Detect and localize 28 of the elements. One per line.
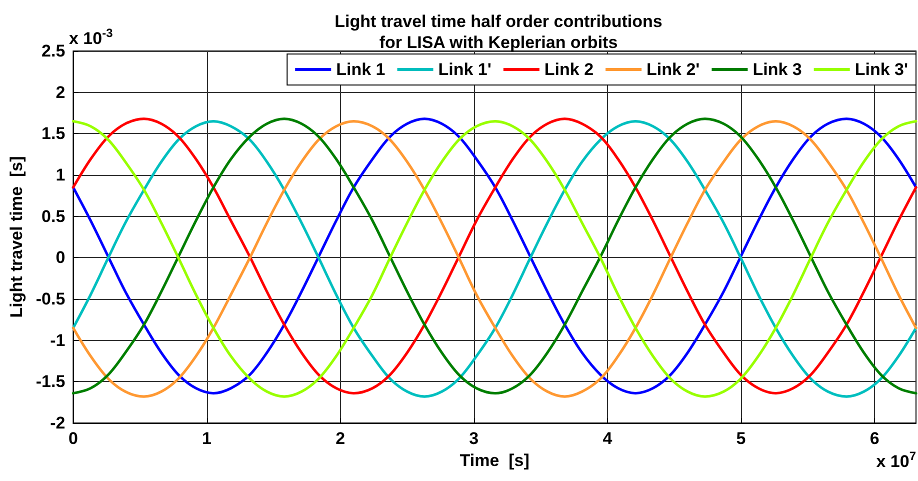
legend-label: Link 1'	[438, 60, 492, 79]
y-tick-label: 1	[56, 166, 66, 184]
x-tick-label: 0	[68, 429, 78, 448]
x-tick-label: 6	[870, 429, 880, 448]
x-tick-label: 5	[736, 429, 746, 448]
chart-title: Light travel time half order contributions for LISA with Keplerian orbits	[334, 12, 662, 52]
y-tick-label: 0	[56, 248, 66, 268]
x-tick-label: 2	[336, 429, 346, 448]
legend-label: Link 2'	[646, 60, 700, 79]
y-tick-label: 1.5	[42, 124, 66, 144]
y-tick-label: 2	[56, 82, 66, 102]
y-tick-label: -1.5	[36, 372, 66, 392]
legend-label: Link 1	[336, 60, 386, 79]
y-tick-label: -2	[50, 414, 66, 432]
y-tick-label: 0.5	[42, 206, 66, 226]
y-axis-title: Light travel time [s]	[7, 156, 26, 318]
text: x 10$^{-3}$	[69, 26, 113, 48]
x-tick-label: 3	[469, 429, 479, 448]
legend-label: Link 3	[752, 60, 802, 79]
y-tick-label: -0.5	[36, 290, 66, 308]
legend-label: Link 3'	[854, 60, 908, 79]
x-tick-label: 4	[602, 429, 613, 448]
x-axis-title: Time [s]	[460, 450, 530, 470]
y-tick-label: 2.5	[42, 42, 66, 60]
text: x 10$^{7}$	[876, 449, 916, 471]
y-tick-label: -1	[50, 330, 66, 350]
x-tick-label: 1	[202, 429, 212, 448]
legend-label: Link 2	[544, 60, 594, 79]
